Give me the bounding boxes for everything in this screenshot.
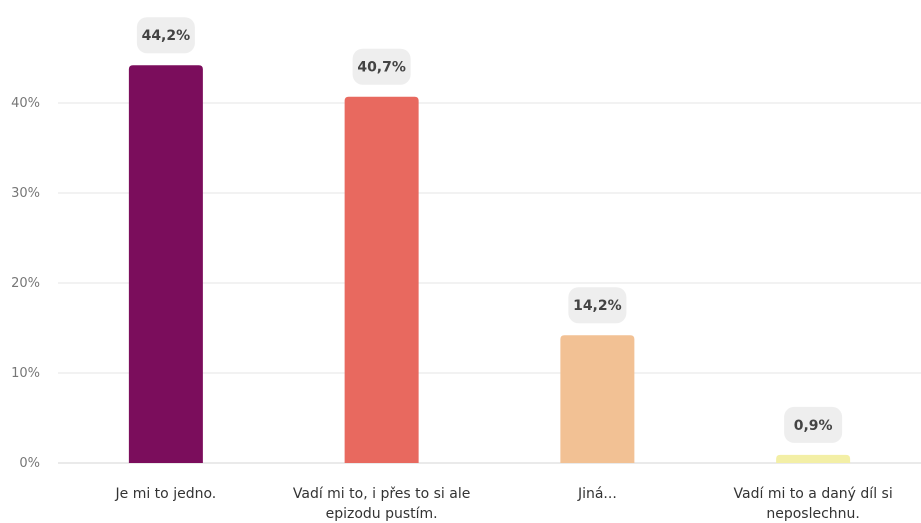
bar-1[interactable] <box>344 96 419 463</box>
data-label-badge <box>784 406 843 443</box>
x-category-label: neposlechnu. <box>766 506 860 522</box>
data-label: 0,9% <box>794 418 833 434</box>
y-tick-label: 20% <box>11 276 40 291</box>
bars-layer <box>128 65 851 463</box>
x-category-label: Vadí mi to, i přes to si ale <box>293 486 470 502</box>
x-category-label: epizodu pustím. <box>326 506 438 522</box>
data-label: 40,7% <box>357 60 406 76</box>
data-label-badge <box>352 48 411 85</box>
data-label: 44,2% <box>142 28 191 44</box>
x-category-label: Jiná... <box>577 486 617 502</box>
y-tick-label: 30% <box>11 186 40 201</box>
bar-2[interactable] <box>560 335 635 463</box>
y-tick-label: 0% <box>19 456 40 471</box>
bar-0[interactable] <box>128 65 203 463</box>
x-category-label: Je mi to jedno. <box>115 486 217 502</box>
bar-3[interactable] <box>776 454 851 463</box>
data-label: 14,2% <box>573 298 622 314</box>
y-tick-label: 10% <box>11 366 40 381</box>
x-category-label: Vadí mi to a daný díl si <box>734 486 893 502</box>
data-label-badge <box>136 17 195 54</box>
labels-layer: 0% 10% 20% 30% 40% 44,2% Je mi to jedno. 40,7% V… <box>11 17 893 522</box>
y-tick-label: 40% <box>11 96 40 111</box>
data-label-badge <box>568 287 627 324</box>
